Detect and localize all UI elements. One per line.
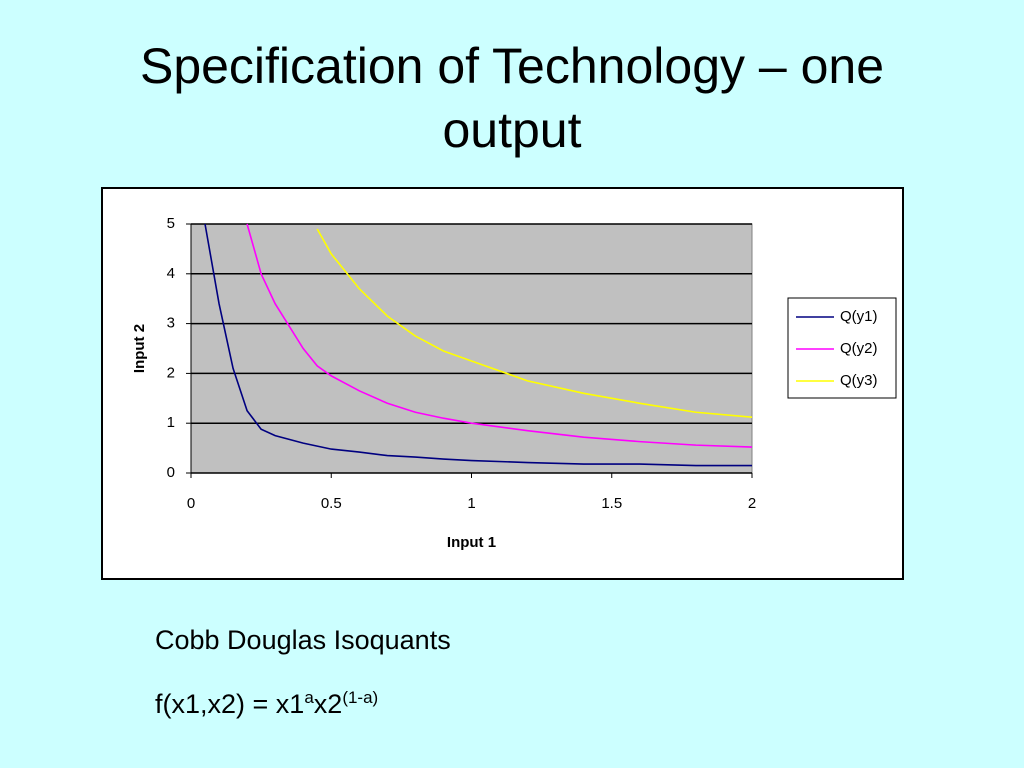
y-tick-label: 3 bbox=[167, 315, 175, 332]
series-line bbox=[246, 223, 753, 448]
series-line bbox=[316, 228, 753, 419]
formula: f(x1,x2) = x1ax2(1-a) bbox=[155, 688, 378, 720]
caption: Cobb Douglas Isoquants bbox=[155, 625, 451, 655]
series-line bbox=[204, 223, 752, 467]
legend-label: Q(y2) bbox=[840, 340, 878, 357]
y-tick-label: 1 bbox=[167, 414, 175, 431]
legend-label: Q(y3) bbox=[840, 372, 878, 389]
slide-title: Specification of Technology – one output bbox=[139, 38, 885, 158]
y-axis-label: Input 2 bbox=[131, 324, 148, 373]
chart: 0 1 2 3 4 5 0 0.5 1 1.5 2 Input 1 Input 2 Q(y1) Q(y2) Q… bbox=[101, 187, 904, 580]
x-tick-label: 2 bbox=[748, 495, 756, 512]
x-tick-label: 1 bbox=[467, 495, 475, 512]
y-tick-label: 0 bbox=[167, 464, 175, 481]
plot-area bbox=[190, 223, 753, 474]
x-tick-label: 1.5 bbox=[601, 495, 622, 512]
legend-label: Q(y1) bbox=[840, 308, 878, 325]
y-tick-label: 2 bbox=[167, 364, 175, 381]
exponent: (1-a) bbox=[342, 688, 379, 707]
formula-text: x2 bbox=[313, 689, 343, 719]
formula-text: f(x1,x2) = x1 bbox=[155, 689, 305, 719]
x-tick-label: 0.5 bbox=[321, 495, 342, 512]
x-tick-label: 0 bbox=[187, 495, 195, 512]
y-tick-label: 4 bbox=[167, 265, 175, 282]
y-tick-label: 5 bbox=[167, 215, 175, 232]
x-axis-label: Input 1 bbox=[447, 534, 496, 551]
exponent: a bbox=[304, 688, 314, 707]
